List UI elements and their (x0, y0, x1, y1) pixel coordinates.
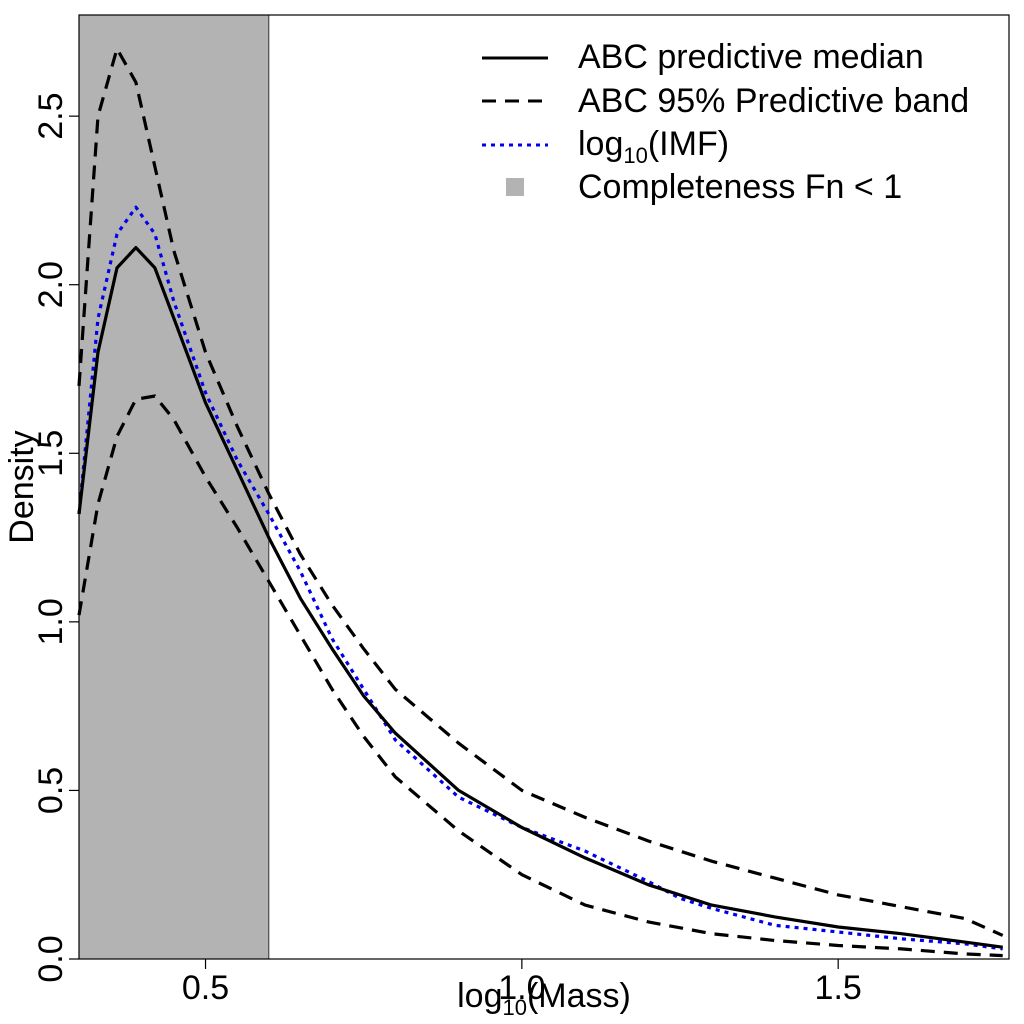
legend-label-imf-subscript: 10 (623, 143, 647, 168)
legend-label-imf-rest: (IMF) (648, 125, 729, 163)
y-tick-label: 1.0 (32, 598, 70, 645)
y-tick-label: 0.0 (32, 935, 70, 982)
x-axis-title-subscript: 10 (503, 995, 527, 1020)
plot-frame (78, 14, 1010, 960)
x-tick-label: 1.5 (815, 969, 862, 1007)
y-axis: 0.0 0.5 1.0 1.5 2.0 2.5 (32, 93, 79, 983)
y-axis-title: Density (3, 430, 41, 543)
y-tick-label: 1.5 (32, 430, 70, 477)
x-axis-title-rest: (Mass) (527, 977, 631, 1015)
x-axis: 0.5 1.0 1.5 (182, 959, 862, 1007)
legend-label-imf: log10(IMF) (578, 125, 729, 168)
completeness-shaded-region (78, 14, 270, 960)
y-tick-label: 0.5 (32, 767, 70, 814)
legend-label-band: ABC 95% Predictive band (578, 82, 969, 120)
legend-label-completeness: Completeness Fn < 1 (578, 168, 902, 206)
completeness-region (78, 14, 270, 960)
series-line-lower (77, 394, 1003, 958)
series-line-median (77, 246, 1003, 949)
series-line-upper (77, 47, 1004, 937)
y-tick-label: 2.0 (32, 261, 70, 308)
legend: ABC predictive median ABC 95% Predictive… (482, 38, 969, 206)
series-line-imf (77, 205, 1003, 951)
legend-swatch-completeness (506, 178, 524, 196)
legend-label-median: ABC predictive median (578, 38, 924, 76)
legend-label-imf-base: log (578, 125, 623, 163)
y-tick-label: 2.5 (32, 93, 70, 140)
x-axis-title-base: log (457, 977, 502, 1015)
x-axis-title: log10(Mass) (457, 977, 631, 1020)
series-lines (77, 47, 1004, 958)
x-tick-label: 0.5 (182, 969, 229, 1007)
x-tick-label: 1.0 (498, 969, 545, 1007)
